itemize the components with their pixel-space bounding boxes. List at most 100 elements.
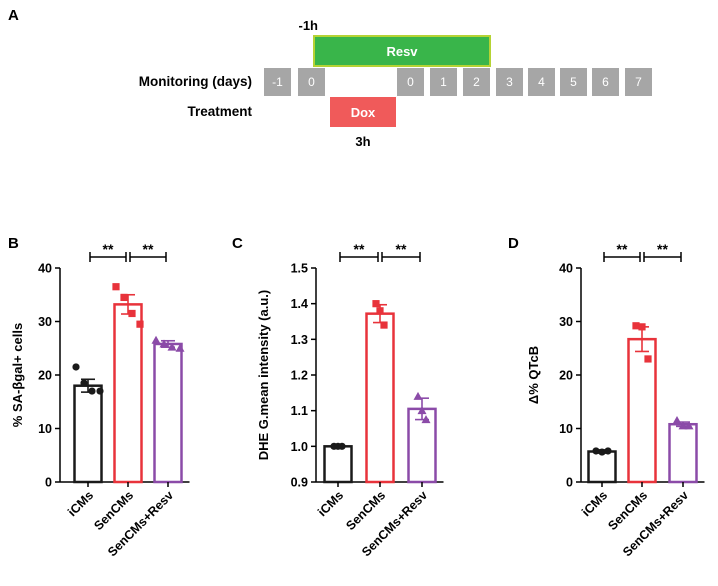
bar	[365, 312, 395, 484]
y-tick-label: 0.9	[291, 476, 308, 490]
bar	[587, 450, 617, 484]
y-tick-label: 0	[566, 476, 573, 490]
resv-treatment-bar	[313, 35, 491, 67]
data-point	[151, 335, 161, 344]
dox-label: Dox	[351, 105, 376, 120]
data-point	[136, 320, 144, 328]
y-tick-label: 1.4	[291, 297, 308, 311]
data-point	[159, 339, 169, 348]
x-tick-label: iCMs	[315, 488, 346, 519]
data-point	[598, 448, 606, 456]
y-tick-label: 20	[38, 369, 52, 383]
dox-treatment-bar	[330, 97, 396, 127]
panel-letter-a: A	[8, 7, 19, 24]
x-tick-label: iCMs	[65, 488, 96, 519]
day-box	[592, 68, 619, 96]
dox-duration: 3h	[355, 134, 370, 149]
data-point	[167, 342, 177, 351]
y-tick-label: 40	[559, 262, 573, 276]
y-tick-label: 1.3	[291, 333, 308, 347]
day-box-label: 0	[308, 75, 315, 89]
data-point	[632, 322, 640, 330]
x-tick-label: iCMs	[579, 488, 610, 519]
resv-start-time: -1h	[299, 18, 319, 33]
y-tick-label: 1.5	[291, 262, 308, 276]
significance-label: **	[143, 241, 154, 257]
monitoring-label: Monitoring (days)	[139, 74, 252, 89]
day-box	[264, 68, 291, 96]
day-box	[397, 68, 424, 96]
significance-label: **	[396, 241, 407, 257]
chart-panel-c: C 0.9 1.0 1.1 1.2 1.3 1.4 1.5 DHE G.mean intensi…	[232, 235, 444, 559]
y-tick-label: 10	[38, 422, 52, 436]
data-point	[678, 421, 688, 430]
data-point	[72, 363, 80, 371]
resv-label: Resv	[386, 44, 418, 59]
day-box	[625, 68, 652, 96]
data-point	[128, 309, 136, 318]
y-tick-label: 0	[45, 476, 52, 490]
day-box-label: 4	[538, 75, 545, 89]
y-tick-label: 20	[559, 369, 573, 383]
day-box	[560, 68, 587, 96]
panel-letter: D	[508, 235, 519, 252]
y-axis-label: % SA-βgal+ cells	[10, 323, 25, 427]
data-point	[372, 300, 380, 308]
y-tick-label: 40	[38, 262, 52, 276]
day-box-label: 1	[440, 75, 447, 89]
bar	[153, 342, 183, 484]
day-box	[298, 68, 325, 96]
significance-label: **	[657, 241, 668, 257]
day-box-label: 6	[602, 75, 609, 89]
y-tick-label: 1.2	[291, 369, 308, 383]
data-point	[96, 387, 104, 395]
y-tick-label: 1.0	[291, 440, 308, 454]
y-tick-label: 30	[38, 315, 52, 329]
data-point	[684, 421, 694, 430]
bar	[668, 422, 698, 484]
timeline-panel: A Resv -1h Monitoring (days) -1 0 0 1 2 …	[8, 7, 652, 149]
day-box-label: 7	[635, 75, 642, 89]
y-axis-label: DHE G.mean intensity (a.u.)	[256, 290, 271, 460]
significance-label: **	[617, 241, 628, 257]
significance-label: **	[103, 241, 114, 257]
day-box	[463, 68, 490, 96]
data-point	[421, 415, 431, 424]
data-point	[338, 442, 346, 450]
bar	[73, 384, 103, 484]
y-tick-label: 10	[559, 422, 573, 436]
data-point	[592, 447, 600, 455]
data-point	[80, 379, 88, 387]
y-tick-label: 1.1	[291, 404, 308, 418]
day-box-label: -1	[272, 75, 283, 89]
treatment-label: Treatment	[187, 104, 252, 119]
data-point	[120, 293, 128, 302]
panel-letter: B	[8, 235, 19, 252]
day-box-label: 0	[407, 75, 414, 89]
data-point	[88, 387, 96, 395]
y-axis-label: Δ% QTcB	[526, 346, 541, 404]
data-point	[380, 321, 388, 329]
y-tick-label: 30	[559, 315, 573, 329]
data-point	[112, 283, 120, 291]
data-point	[413, 391, 423, 400]
data-point	[604, 447, 612, 455]
data-point	[638, 323, 646, 331]
bar	[113, 303, 143, 484]
day-box-label: 5	[570, 75, 577, 89]
day-box-row: -1 0 0 1 2 3 4 5 6 7	[264, 68, 652, 96]
data-point	[376, 307, 384, 315]
day-box	[496, 68, 523, 96]
significance-label: **	[354, 241, 365, 257]
bar	[323, 445, 353, 484]
data-point	[672, 415, 682, 424]
data-point	[417, 406, 427, 415]
day-box-label: 3	[506, 75, 513, 89]
data-point	[175, 343, 185, 352]
panel-letter: C	[232, 235, 243, 252]
day-box	[528, 68, 555, 96]
day-box	[430, 68, 457, 96]
